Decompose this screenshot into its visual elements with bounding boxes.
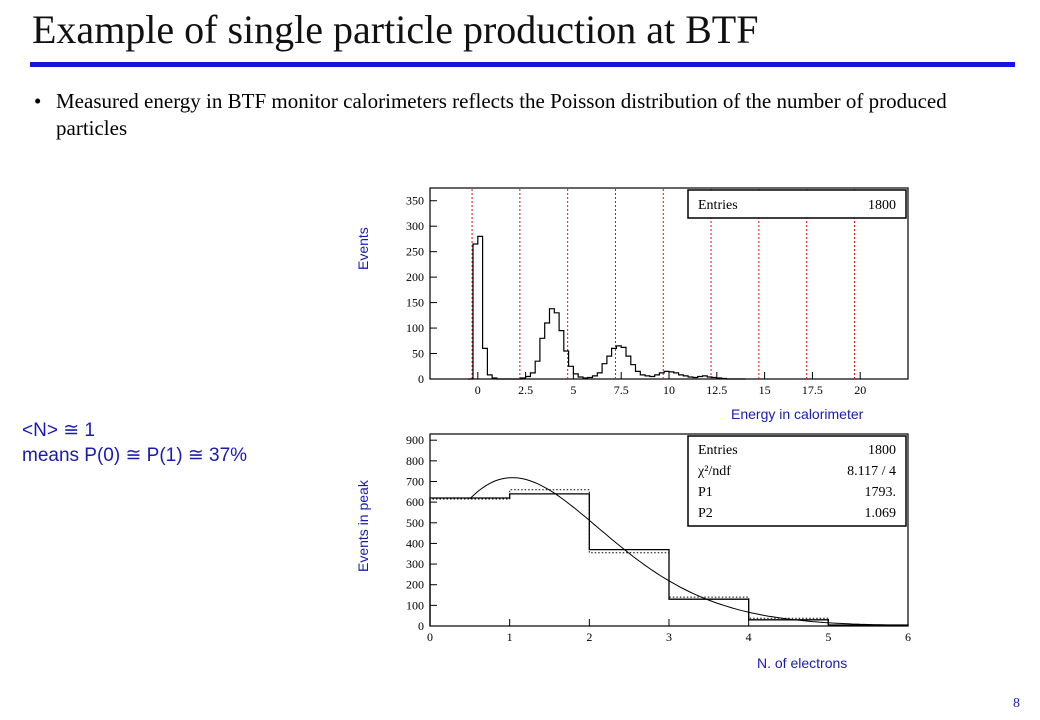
energy-ytick-label: 200 — [406, 270, 424, 284]
energy-xtick-label: 7.5 — [614, 383, 629, 397]
note-line-mean: <N> ≅ 1 — [22, 420, 95, 441]
electrons-xtick-label: 0 — [427, 630, 433, 644]
electrons-ytick-label: 700 — [406, 474, 424, 488]
energy-stats-box — [687, 189, 907, 219]
electrons-stats-label: P1 — [698, 485, 713, 500]
energy-ytick-label: 100 — [406, 321, 424, 335]
electrons-xtick-label: 5 — [825, 630, 831, 644]
electrons-ytick-label: 800 — [406, 454, 424, 468]
note-line-probabilities: means P(0) ≅ P(1) ≅ 37% — [22, 445, 248, 466]
energy-xtick-label: 20 — [854, 383, 866, 397]
electrons-xtick-label: 6 — [905, 630, 911, 644]
title-underline — [30, 62, 1015, 67]
electrons-xtick-label: 3 — [666, 630, 672, 644]
electrons-stats-box — [687, 435, 907, 527]
energy-ytick-label: 50 — [412, 347, 424, 361]
electrons-stats-value: 8.117 / 4 — [847, 464, 896, 479]
electrons-ytick-label: 900 — [406, 433, 424, 447]
electrons-stats-label: Entries — [698, 443, 738, 458]
energy-xtick-label: 15 — [759, 383, 771, 397]
electrons-stats-value: 1.069 — [865, 506, 897, 521]
energy-ytick-label: 350 — [406, 194, 424, 208]
electron-count-chart: 0 100 200 300 400 500 600 700 800 900 0 1 2 3 4 5 6 Entri… — [406, 433, 911, 644]
electrons-poisson-fit-curve — [469, 477, 909, 626]
electrons-stats-value: 1800 — [868, 443, 896, 458]
energy-ytick-label: 0 — [418, 372, 424, 386]
energy-histogram-xlabel: Energy in calorimeter — [731, 406, 864, 422]
energy-ytick-label: 250 — [406, 245, 424, 259]
electron-count-xlabel: N. of electrons — [757, 655, 848, 671]
energy-histogram-bars — [468, 235, 746, 380]
electrons-ytick-label: 600 — [406, 495, 424, 509]
electrons-stats-value: 1793. — [865, 485, 897, 500]
electrons-histogram-dotted — [429, 489, 909, 626]
energy-xtick-label: 0 — [475, 383, 481, 397]
poisson-note: <N> ≅ 1 means P(0) ≅ P(1) ≅ 37% — [22, 418, 247, 468]
electrons-ytick-label: 0 — [418, 619, 424, 633]
energy-ytick-label: 150 — [406, 296, 424, 310]
electrons-ytick-label: 400 — [406, 536, 424, 550]
energy-xtick-label: 10 — [663, 383, 675, 397]
energy-xtick-label: 17.5 — [802, 383, 823, 397]
electrons-ytick-label: 500 — [406, 516, 424, 530]
energy-histogram-chart: 0 50 100 150 200 250 300 350 0 2.5 5 7.5 10 12.5 15 17.… — [406, 187, 909, 397]
electrons-xtick-label: 4 — [746, 630, 752, 644]
bullet-text: Measured energy in BTF monitor calorimet… — [56, 89, 947, 140]
energy-xtick-label: 5 — [570, 383, 576, 397]
energy-xtick-label: 12.5 — [706, 383, 727, 397]
electrons-ytick-label: 200 — [406, 578, 424, 592]
slide-title: Example of single particle production at… — [32, 7, 759, 52]
energy-histogram-ylabel: Events — [355, 227, 371, 270]
page-number: 8 — [1013, 696, 1020, 711]
bullet-dot-icon: • — [34, 89, 42, 113]
electrons-stats-label: χ²/ndf — [697, 464, 731, 479]
electrons-ytick-label: 300 — [406, 557, 424, 571]
electrons-stats-label: P2 — [698, 506, 713, 521]
energy-stats-label: Entries — [698, 198, 738, 213]
energy-ytick-label: 300 — [406, 219, 424, 233]
energy-xtick-label: 2.5 — [518, 383, 533, 397]
electron-count-ylabel: Events in peak — [355, 480, 371, 572]
electrons-xtick-label: 1 — [507, 630, 513, 644]
electrons-ytick-label: 100 — [406, 598, 424, 612]
energy-stats-value: 1800 — [868, 198, 896, 213]
electrons-xtick-label: 2 — [586, 630, 592, 644]
